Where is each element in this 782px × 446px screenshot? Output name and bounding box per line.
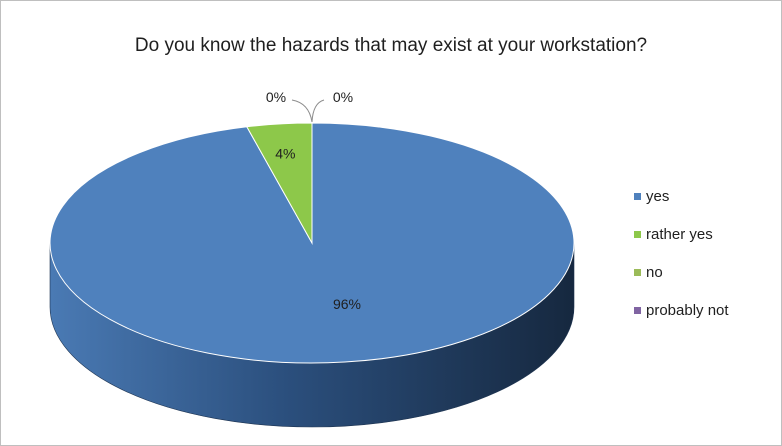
legend-swatch-probably-not [634,306,641,314]
legend-item-rather-yes: rather yes [634,215,729,253]
leader-line-probably-not [311,99,325,123]
legend-label-yes: yes [646,187,670,205]
pie-slice-yes [49,122,575,364]
legend-swatch-yes [634,192,641,200]
data-label-probably-not: 0% [333,89,353,105]
data-label-yes: 96% [333,296,361,312]
data-label-no: 0% [266,89,286,105]
pie-slice-rather-yes [246,122,313,245]
leader-line-no [291,99,313,123]
legend: yes rather yes no probably not [634,177,729,329]
chart-title: Do you know the hazards that may exist a… [134,35,648,56]
data-label-rather-yes: 4% [275,146,295,162]
legend-label-rather-yes: rather yes [646,225,713,243]
legend-item-yes: yes [634,177,729,215]
legend-swatch-rather-yes [634,230,641,238]
legend-label-probably-not: probably not [646,301,729,319]
legend-item-probably-not: probably not [634,291,729,329]
legend-item-no: no [634,253,729,291]
legend-label-no: no [646,263,663,281]
legend-swatch-no [634,268,641,276]
